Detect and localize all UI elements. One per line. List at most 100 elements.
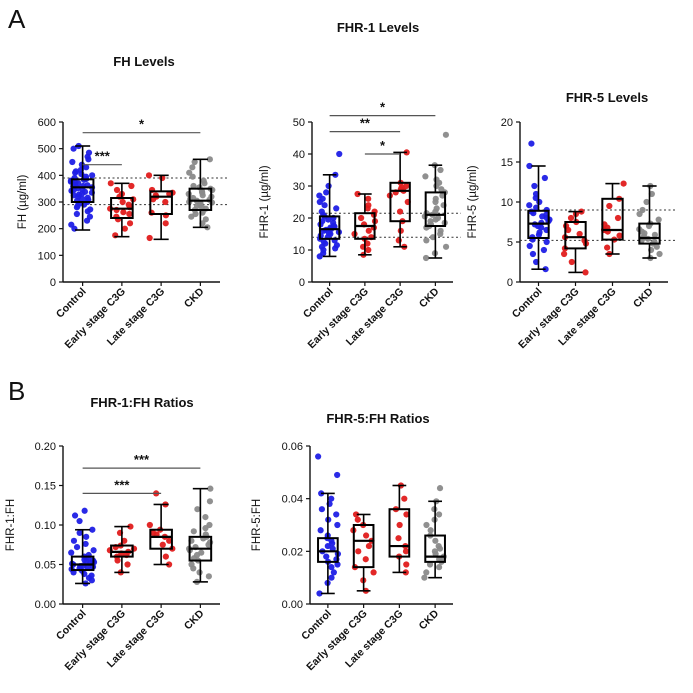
data-point [526, 202, 533, 209]
box [388, 508, 411, 558]
data-point [432, 537, 439, 544]
data-point [355, 548, 362, 555]
y-tick-label: 500 [38, 144, 56, 156]
data-point [396, 208, 404, 215]
category-label: CKD [631, 285, 656, 310]
data-point [442, 243, 450, 250]
data-point [334, 471, 341, 479]
data-point [317, 527, 324, 534]
data-point [403, 561, 410, 568]
y-tick-label: 0.06 [282, 441, 303, 453]
data-point [87, 206, 94, 213]
y-axis-label: FHR-5:FH [251, 499, 263, 551]
data-point [431, 506, 438, 513]
data-point [76, 517, 83, 525]
box [638, 222, 661, 245]
data-point [398, 184, 405, 191]
data-point [395, 535, 402, 542]
y-tick-label: 0.00 [35, 599, 56, 611]
data-point [402, 548, 410, 555]
data-point [206, 539, 214, 546]
data-point [188, 561, 195, 568]
data-point [352, 511, 360, 518]
data-point [423, 521, 430, 529]
y-axis-label: FHR-1:FH [5, 499, 17, 551]
data-point [68, 221, 75, 228]
chart-title: FHR-5:FH Ratios [326, 411, 429, 426]
data-point [433, 205, 440, 212]
chart-title: FHR-5 Levels [566, 90, 648, 105]
data-point [396, 521, 403, 529]
data-point [656, 250, 663, 258]
significance-label: *** [114, 477, 130, 492]
data-point [191, 158, 198, 166]
data-point [336, 150, 343, 158]
data-point [333, 511, 340, 518]
y-tick-label: 600 [38, 117, 56, 129]
box [424, 534, 446, 563]
data-point [316, 590, 323, 597]
chart-5: FHR-5:FH Ratios 0.00 0.02 0.04 0.06 FHR-5:FH C… [251, 411, 453, 673]
data-point [107, 180, 114, 187]
y-tick-label: 0.05 [35, 560, 56, 572]
data-point [328, 574, 335, 581]
data-point [435, 511, 443, 518]
data-point [206, 498, 214, 505]
data-point [165, 561, 173, 568]
data-point [426, 561, 434, 568]
y-tick-label: 0 [299, 277, 305, 289]
data-point [365, 202, 372, 209]
box [70, 178, 95, 203]
data-point [190, 528, 197, 535]
data-point [330, 219, 337, 226]
data-point [186, 169, 193, 176]
data-point [68, 549, 75, 556]
y-tick-label: 10 [293, 245, 305, 257]
data-point [113, 186, 121, 194]
data-point [354, 190, 361, 198]
data-point [362, 556, 369, 563]
data-point [166, 537, 173, 544]
data-point [365, 195, 372, 202]
data-point [190, 182, 197, 190]
data-point [370, 569, 377, 576]
data-point [330, 569, 337, 576]
y-tick-label: 0.10 [35, 520, 56, 532]
category-label: Control [299, 608, 334, 643]
data-point [162, 553, 169, 560]
panel-label-a: A [8, 4, 26, 34]
data-point [202, 514, 209, 521]
data-point [543, 238, 550, 246]
data-point [145, 172, 153, 179]
data-point [526, 162, 533, 170]
data-point [126, 220, 134, 227]
data-point [119, 198, 126, 206]
data-point [200, 177, 207, 184]
data-point [423, 569, 430, 576]
data-point [533, 258, 540, 266]
y-tick-label: 0.15 [35, 481, 56, 493]
data-point [316, 192, 323, 199]
data-point [89, 172, 96, 179]
data-point [576, 230, 583, 238]
data-point [614, 214, 622, 222]
y-tick-label: 50 [293, 117, 305, 129]
chart-4: FHR-1:FH Ratios 0.00 0.05 0.10 0.15 0.20 FHR-1… [5, 395, 220, 673]
data-point [435, 564, 443, 571]
y-tick-label: 20 [501, 117, 513, 129]
data-point [437, 166, 444, 174]
panel-label-b: B [8, 376, 26, 406]
box [389, 181, 411, 223]
category-label: Control [510, 286, 545, 321]
data-point [606, 202, 613, 210]
data-point [198, 549, 205, 556]
data-point [437, 227, 444, 234]
data-point [162, 198, 169, 206]
category-label: Control [301, 286, 336, 321]
box [601, 197, 624, 241]
data-point [128, 182, 135, 190]
y-tick-label: 30 [293, 181, 305, 193]
data-point [436, 485, 444, 492]
data-point [639, 206, 646, 214]
data-point [125, 201, 132, 208]
